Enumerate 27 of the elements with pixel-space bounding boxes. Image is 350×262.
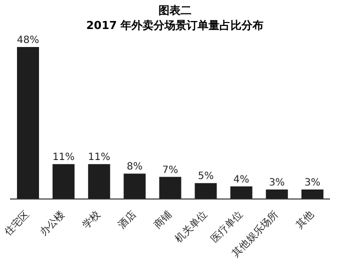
- bar: [230, 186, 252, 199]
- bar: [301, 190, 324, 199]
- bar: [52, 164, 75, 199]
- chart-title: 图表二: [158, 4, 192, 18]
- x-tick-label: 住宅区: [2, 208, 32, 238]
- bar: [266, 190, 288, 199]
- bar: [17, 47, 39, 199]
- data-label: 8%: [126, 162, 143, 173]
- data-label: 11%: [88, 152, 110, 164]
- data-label: 3%: [304, 178, 320, 188]
- data-label: 5%: [198, 171, 214, 182]
- x-tick-label: 其他: [294, 208, 316, 232]
- data-label: 4%: [233, 174, 250, 186]
- x-tick-label: 学校: [80, 208, 103, 232]
- x-tick-label: 商铺: [151, 208, 174, 232]
- data-label: 11%: [52, 152, 75, 164]
- bar: [159, 176, 182, 199]
- data-label: 7%: [162, 164, 178, 176]
- bar: [88, 164, 110, 199]
- data-label: 3%: [268, 178, 285, 188]
- x-tick-label: 酒店: [116, 208, 138, 232]
- x-tick-label: 机关单位: [172, 208, 210, 246]
- chart-subtitle: 2017 年外卖分场景订单量占比分布: [85, 18, 265, 33]
- bar: [124, 174, 146, 199]
- bar: [194, 183, 217, 199]
- x-tick-label: 办公楼: [38, 208, 68, 238]
- data-label: 48%: [16, 35, 40, 46]
